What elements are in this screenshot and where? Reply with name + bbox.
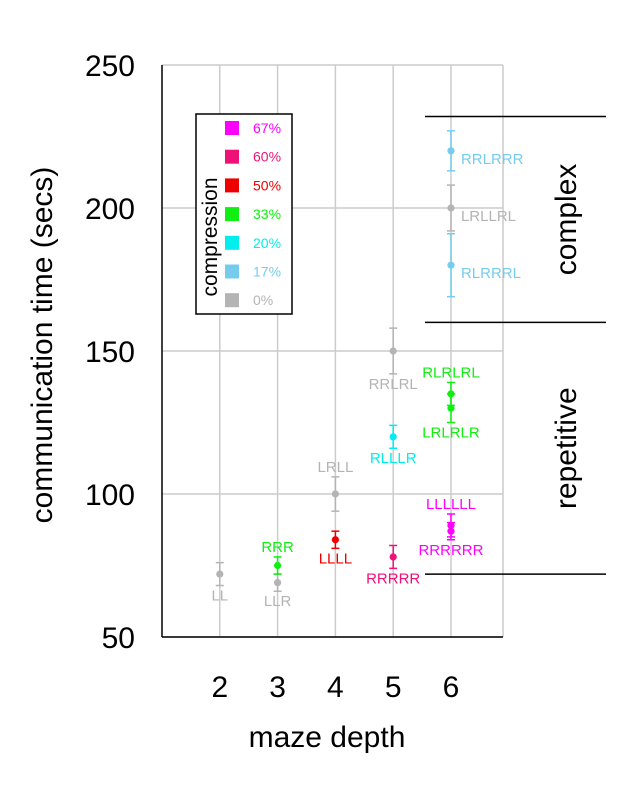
point-marker bbox=[273, 579, 282, 587]
point-label: RRRRRR bbox=[418, 542, 483, 559]
point-marker bbox=[216, 570, 224, 578]
point-label: LLR bbox=[264, 593, 292, 610]
point-label: LRLRLR bbox=[422, 425, 480, 442]
legend-swatch bbox=[225, 178, 239, 193]
point-marker bbox=[447, 204, 455, 212]
data-point: LLLL bbox=[319, 530, 352, 567]
data-point: RLRRRL bbox=[446, 232, 521, 298]
point-label: LRLL bbox=[317, 459, 353, 476]
point-marker bbox=[389, 433, 397, 441]
data-point: RRLRRR bbox=[446, 130, 524, 172]
point-marker bbox=[273, 561, 282, 570]
region-label-complex: complex bbox=[550, 164, 583, 276]
axes bbox=[161, 65, 503, 638]
legend-swatch bbox=[225, 149, 239, 164]
x-tick-label: 6 bbox=[443, 671, 460, 704]
data-point: RRRRR bbox=[366, 544, 420, 587]
data-point: LL bbox=[211, 561, 228, 605]
legend-swatch bbox=[225, 293, 239, 308]
legend: compression 67% 60% 50% 33% 20% 17% 0% bbox=[195, 113, 293, 315]
x-axis-title: maze depth bbox=[249, 721, 406, 754]
legend-swatch bbox=[225, 264, 239, 279]
point-label: RRR bbox=[261, 539, 294, 556]
data-point: RRRRRR bbox=[418, 521, 484, 559]
point-label: LRLLRL bbox=[461, 208, 516, 225]
point-marker bbox=[447, 261, 455, 269]
point-label: RRLRL bbox=[369, 376, 418, 393]
point-marker bbox=[447, 147, 455, 155]
point-marker bbox=[447, 404, 455, 412]
data-points: LL LLRRRRLRLLLLLLRRLRLRLLLRRRRRRRRLRRRLRL… bbox=[211, 130, 524, 610]
point-label: LL bbox=[211, 588, 228, 605]
data-point: LRLLRL bbox=[446, 184, 516, 232]
legend-label: 67% bbox=[253, 120, 281, 136]
point-marker bbox=[389, 553, 397, 561]
point-label: RRRRR bbox=[366, 570, 420, 587]
data-point: LRLL bbox=[317, 459, 353, 512]
legend-label: 60% bbox=[253, 149, 281, 165]
legend-label: 0% bbox=[253, 292, 273, 308]
region-label-repetitive: repetitive bbox=[550, 387, 583, 509]
legend-title: compression bbox=[199, 177, 222, 296]
point-label: RRLRRR bbox=[461, 151, 524, 168]
point-label: LLLL bbox=[319, 550, 352, 567]
point-marker bbox=[331, 536, 339, 544]
x-tick-label: 3 bbox=[269, 671, 286, 704]
legend-box bbox=[195, 113, 293, 315]
legend-swatch bbox=[225, 207, 239, 222]
x-tick-label: 4 bbox=[327, 671, 344, 704]
point-label: LLLLLL bbox=[426, 496, 476, 513]
y-tick-label: 150 bbox=[85, 336, 135, 369]
legend-label: 20% bbox=[253, 235, 281, 251]
data-point: RRLRL bbox=[369, 327, 418, 393]
data-point: LRLRLR bbox=[422, 393, 480, 442]
data-point: RLLLR bbox=[370, 424, 417, 467]
point-marker bbox=[389, 347, 397, 355]
point-label: RLLLR bbox=[370, 450, 417, 467]
legend-label: 17% bbox=[253, 264, 281, 280]
data-point: RRR bbox=[261, 539, 294, 575]
y-tick-label: 200 bbox=[85, 193, 135, 226]
point-marker bbox=[331, 490, 339, 498]
legend-swatch bbox=[225, 235, 239, 250]
x-tick-label: 5 bbox=[385, 671, 402, 704]
region-annotations: complex repetitive bbox=[425, 115, 606, 575]
y-tick-label: 250 bbox=[85, 50, 135, 83]
x-tick-label: 2 bbox=[211, 671, 228, 704]
point-marker bbox=[447, 527, 455, 535]
legend-label: 33% bbox=[253, 206, 281, 222]
tick-labels: 2 3 4 5 6 50 100 150 200 250 bbox=[85, 50, 459, 704]
legend-label: 50% bbox=[253, 177, 281, 193]
legend-swatch bbox=[225, 121, 239, 135]
point-label: RLRLRL bbox=[422, 364, 480, 381]
y-axis-title: communication time (secs) bbox=[26, 167, 59, 524]
y-tick-label: 50 bbox=[102, 622, 135, 655]
point-label: RLRRRL bbox=[461, 265, 521, 282]
y-tick-label: 100 bbox=[85, 479, 135, 512]
